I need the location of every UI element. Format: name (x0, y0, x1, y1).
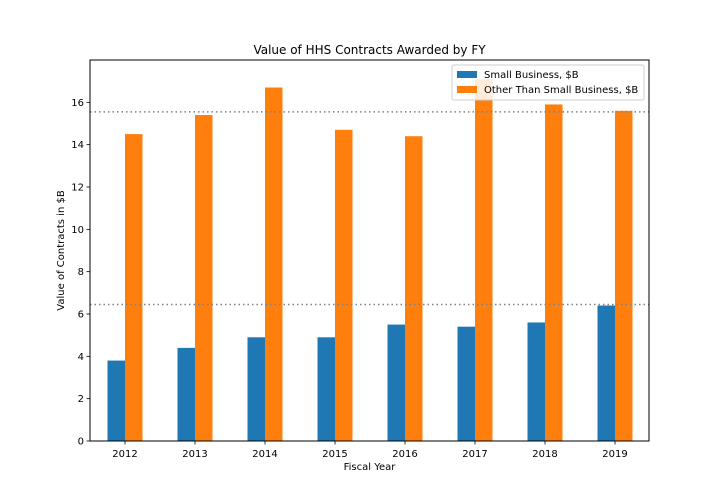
y-tick-label: 12 (71, 183, 84, 194)
x-tick-label: 2016 (392, 449, 417, 460)
bar-other-than-small-business-2015 (335, 129, 353, 441)
y-tick-label: 14 (71, 140, 84, 151)
bar-other-than-small-business-2012 (125, 134, 143, 442)
bar-other-than-small-business-2019 (615, 110, 633, 442)
x-axis-ticks: 2012 2013 2014 2015 2016 2017 2018 2019 (112, 441, 628, 460)
y-tick-label: 0 (78, 437, 84, 448)
y-tick-label: 16 (71, 98, 84, 109)
bar-small-business-2018 (527, 322, 545, 441)
x-tick-label: 2012 (112, 449, 137, 460)
y-tick-label: 6 (78, 310, 84, 321)
bar-small-business-2013 (177, 347, 195, 441)
x-tick-label: 2014 (252, 449, 277, 460)
y-tick-label: 2 (78, 394, 84, 405)
chart-title: Value of HHS Contracts Awarded by FY (253, 43, 486, 57)
x-tick-label: 2018 (532, 449, 557, 460)
y-tick-label: 8 (78, 267, 84, 278)
x-axis-label: Fiscal Year (344, 462, 397, 473)
legend-box (451, 64, 645, 101)
y-axis-ticks: 0 2 4 6 8 10 12 14 16 (71, 98, 90, 448)
bar-other-than-small-business-2013 (195, 115, 213, 442)
y-tick-label: 10 (71, 225, 84, 236)
y-axis-label: Value of Contracts in $B (56, 190, 67, 311)
legend: Small Business, $B Other Than Small Busin… (451, 64, 645, 101)
x-tick-label: 2019 (602, 449, 627, 460)
x-tick-label: 2013 (182, 449, 207, 460)
legend-swatch-2 (457, 86, 477, 93)
legend-label-2: Other Than Small Business, $B (484, 85, 638, 96)
reference-lines-group (90, 111, 649, 306)
bar-small-business-2019 (597, 305, 615, 441)
bar-other-than-small-business-2016 (405, 136, 423, 441)
bar-small-business-2012 (107, 360, 125, 441)
y-tick-label: 4 (78, 352, 84, 363)
bar-small-business-2016 (387, 324, 405, 441)
bar-other-than-small-business-2017 (475, 79, 493, 442)
bar-small-business-2014 (247, 337, 265, 441)
x-tick-label: 2015 (322, 449, 347, 460)
bars-group (107, 79, 633, 442)
bar-other-than-small-business-2014 (265, 87, 283, 442)
bar-small-business-2017 (457, 326, 475, 441)
legend-label-1: Small Business, $B (484, 70, 579, 81)
bar-other-than-small-business-2018 (545, 104, 563, 441)
legend-swatch-1 (457, 71, 477, 78)
plot-area-frame (89, 59, 650, 442)
x-tick-label: 2017 (462, 449, 487, 460)
bar-small-business-2015 (317, 337, 335, 441)
